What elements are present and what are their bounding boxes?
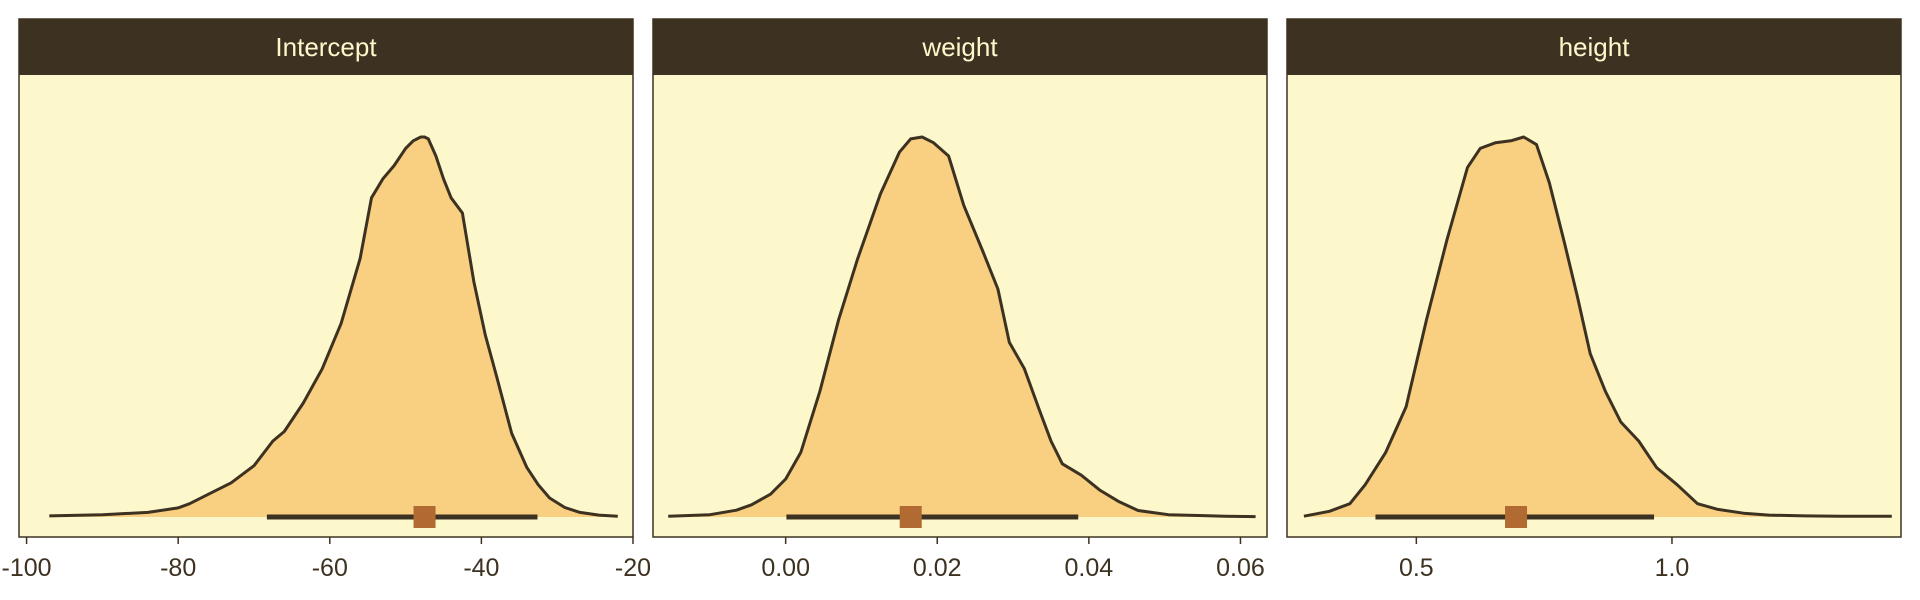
x-tick-label: -20	[615, 554, 651, 582]
density-area	[49, 137, 618, 517]
density-area	[668, 137, 1256, 517]
point-estimate	[899, 506, 922, 528]
density-line	[668, 135, 1256, 519]
facet-strip	[19, 19, 633, 75]
x-tick-label: 1.0	[1655, 554, 1690, 582]
facet-title: height	[1559, 32, 1631, 62]
x-tick-label: -80	[160, 554, 196, 582]
x-tick-label: 0.5	[1399, 554, 1434, 582]
facet-panel-0: Intercept -100 -80 -60 -40 -20	[2, 18, 651, 582]
density-area	[1303, 137, 1892, 517]
panel-border	[18, 18, 634, 538]
facet-panel-2: height 0.5 1.0	[1286, 18, 1902, 582]
facet-strip	[1287, 19, 1901, 75]
density-line	[49, 135, 618, 518]
density-line	[1303, 135, 1892, 518]
facet-title: weight	[921, 32, 998, 62]
point-estimate	[413, 506, 436, 528]
facet-strip	[653, 19, 1267, 75]
x-tick-label: 0.00	[761, 554, 810, 582]
facet-title: Intercept	[275, 32, 377, 62]
x-tick-label: -100	[2, 554, 52, 582]
point-estimate	[1505, 506, 1528, 528]
x-tick-label: 0.04	[1065, 554, 1114, 582]
panel-border	[1286, 18, 1902, 538]
facet-panel-1: weight 0.00 0.02 0.04 0.06	[652, 18, 1268, 582]
x-tick-label: -60	[312, 554, 348, 582]
panel-border	[652, 18, 1268, 538]
x-tick-label: -40	[463, 554, 499, 582]
x-tick-label: 0.06	[1216, 554, 1265, 582]
x-tick-label: 0.02	[913, 554, 962, 582]
